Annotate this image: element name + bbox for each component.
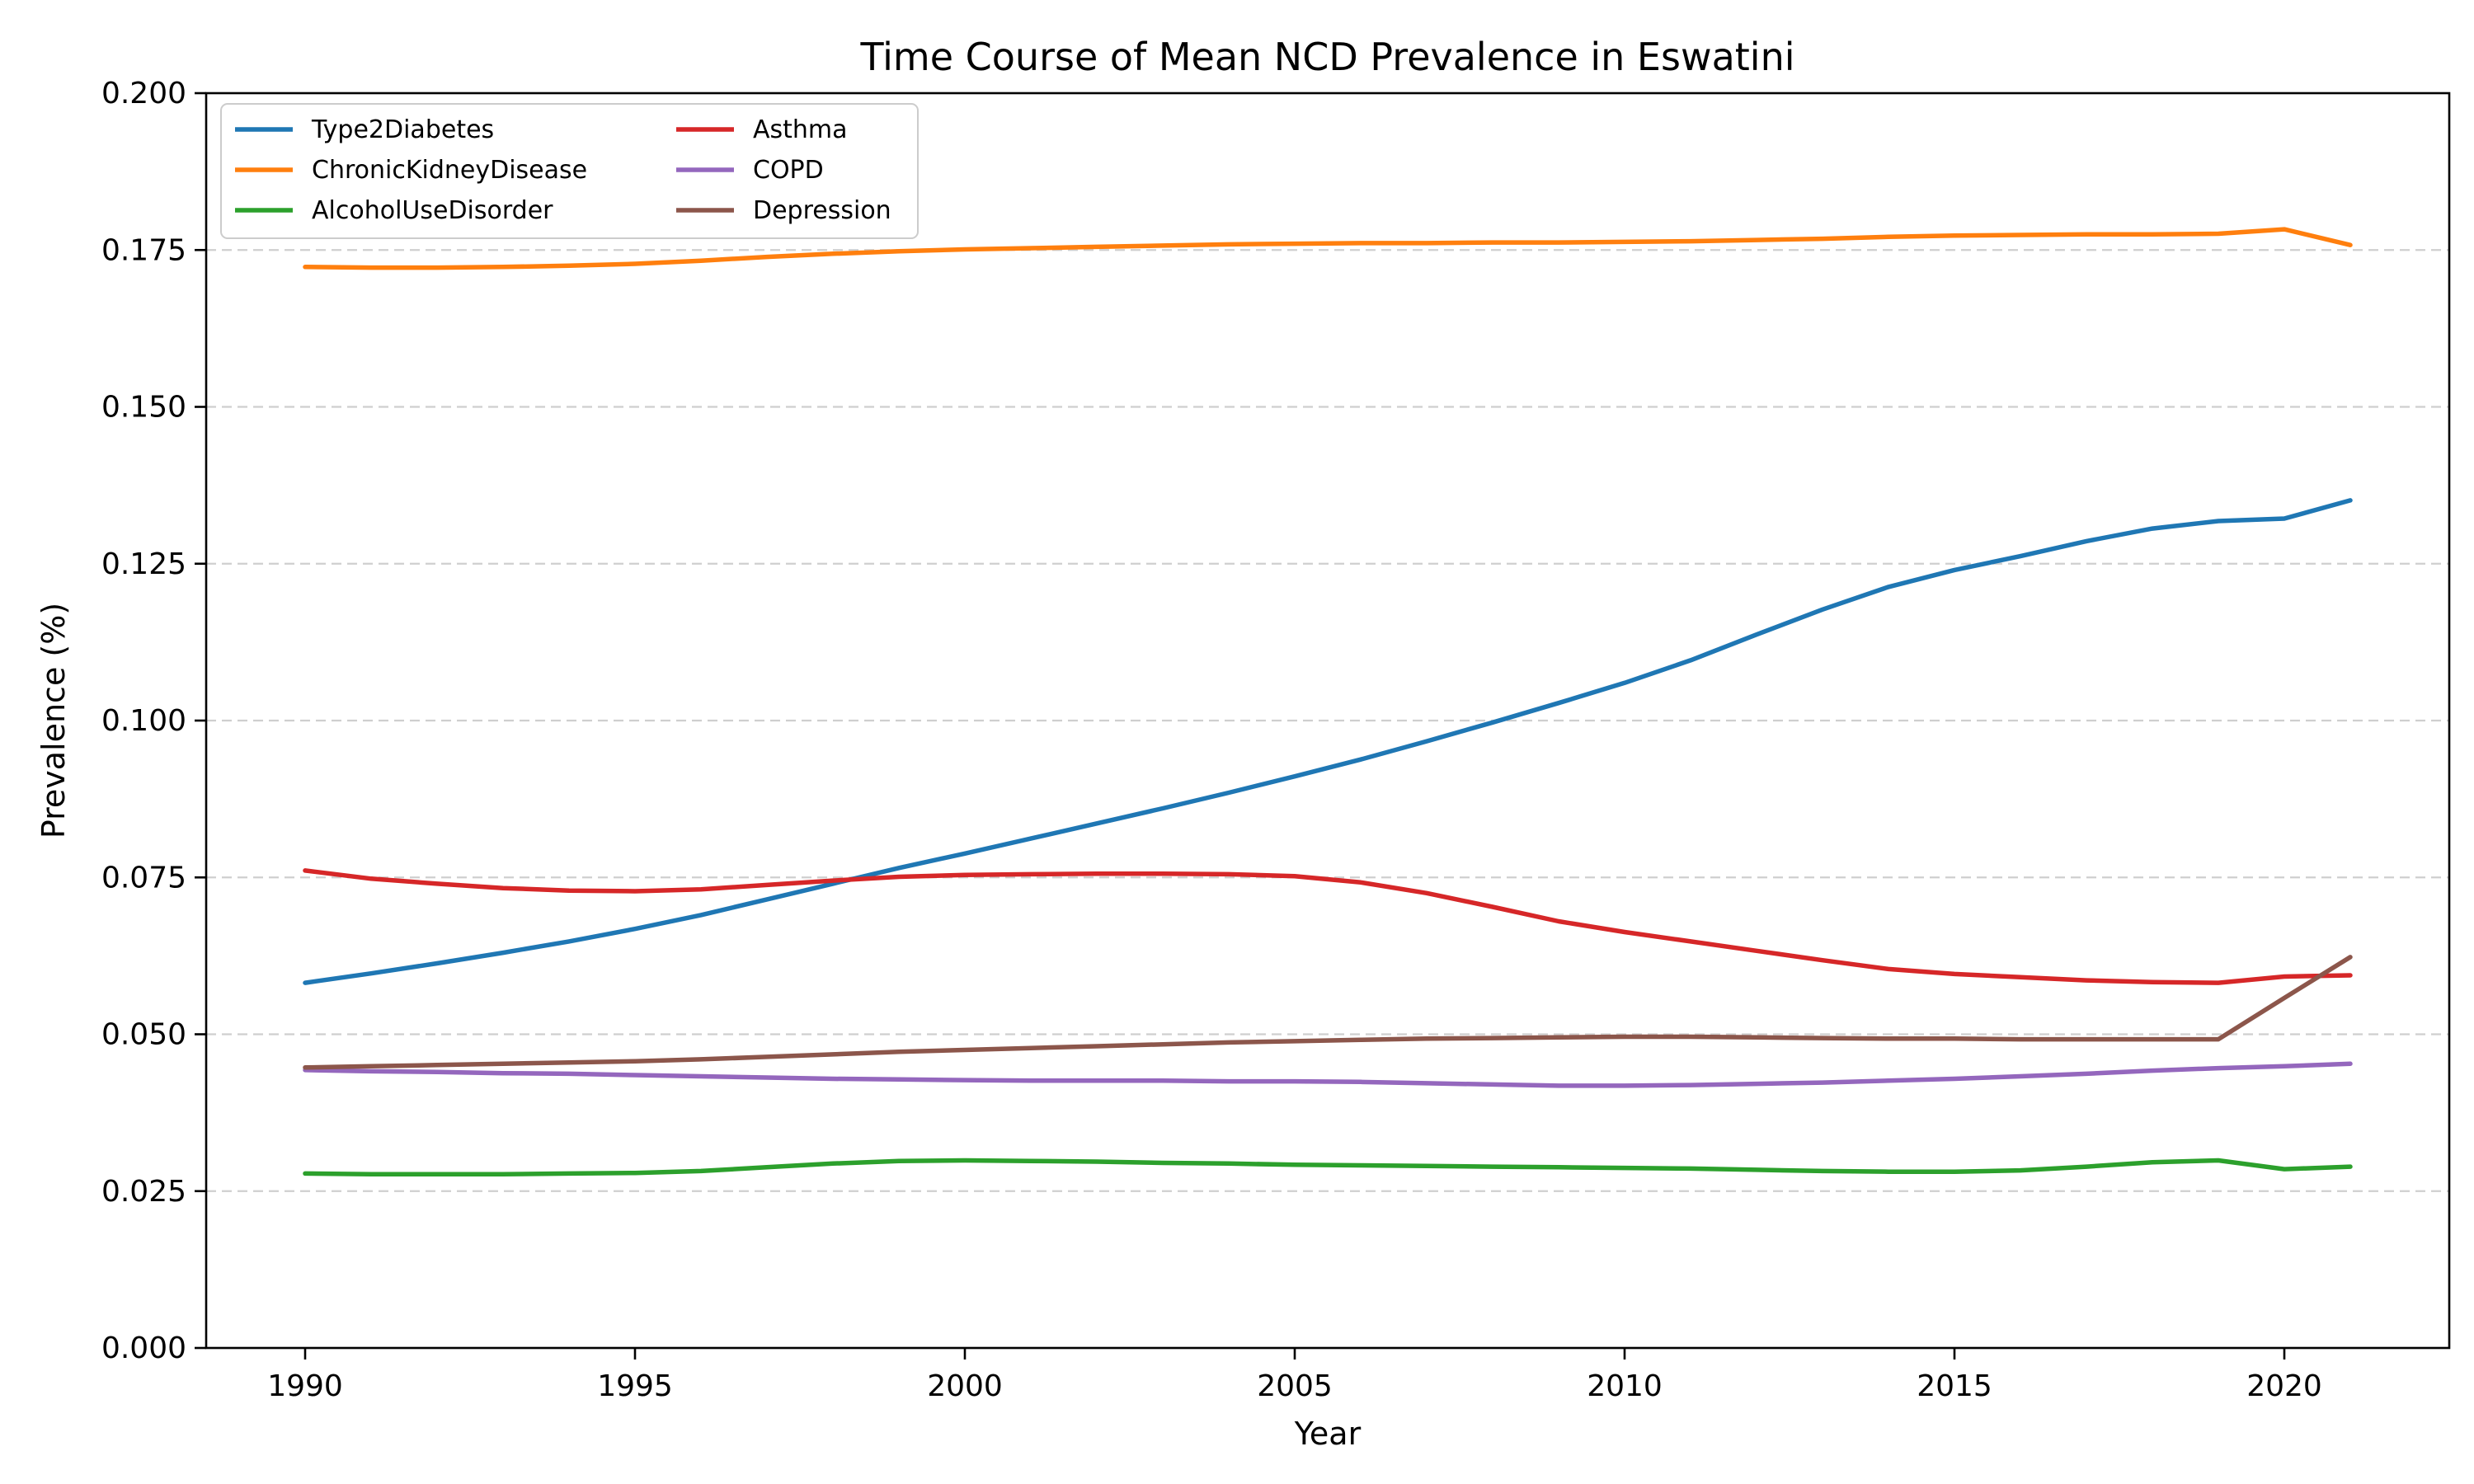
x-tick-label: 2000 xyxy=(927,1369,1003,1403)
legend-label: Depression xyxy=(753,196,891,225)
y-tick-label: 0.075 xyxy=(101,861,186,895)
y-axis-label: Prevalence (%) xyxy=(35,603,72,838)
y-tick-label: 0.175 xyxy=(101,233,186,267)
legend-item-depression: Depression xyxy=(676,196,891,225)
series-line-asthma xyxy=(303,868,2353,985)
y-tick-label: 0.025 xyxy=(101,1175,186,1209)
legend-label: Type2Diabetes xyxy=(311,115,494,144)
y-tick-label: 0.000 xyxy=(101,1331,186,1365)
legend-item-copd: COPD xyxy=(676,156,824,185)
y-tick-label: 0.150 xyxy=(101,391,186,425)
y-axis: 0.000 0.025 0.050 0.075 0.100 0.125 0.150 0.175… xyxy=(101,77,206,1365)
series-line-alcoholusedisorder xyxy=(303,1158,2353,1176)
x-axis-label: Year xyxy=(1294,1416,1362,1452)
legend-item-type2diabetes: Type2Diabetes xyxy=(235,115,494,144)
legend-label: ChronicKidneyDisease xyxy=(312,156,587,185)
x-tick-label: 1995 xyxy=(597,1369,673,1403)
series-line-chronickidneydisease xyxy=(303,227,2353,270)
series-line-copd xyxy=(303,1061,2353,1088)
legend: Type2Diabetes ChronicKidneyDisease Alcohol… xyxy=(220,103,919,239)
series-line-type2diabetes xyxy=(303,498,2353,985)
legend-label: Asthma xyxy=(753,115,848,144)
legend-label: COPD xyxy=(753,156,824,185)
x-tick-label: 2005 xyxy=(1257,1369,1333,1403)
legend-item-chronickidneydisease: ChronicKidneyDisease xyxy=(235,156,587,185)
x-axis: 1990 1995 2000 2005 2010 2015 2020 xyxy=(267,1348,2322,1403)
x-tick-label: 2020 xyxy=(2246,1369,2322,1403)
y-tick-label: 0.200 xyxy=(101,77,186,110)
legend-item-alcoholusedisorder: AlcoholUseDisorder xyxy=(235,196,553,225)
legend-box xyxy=(220,103,919,239)
legend-item-asthma: Asthma xyxy=(676,115,848,144)
series-layer xyxy=(303,227,2353,1176)
legend-label: AlcoholUseDisorder xyxy=(312,196,553,225)
x-tick-label: 1990 xyxy=(267,1369,343,1403)
y-tick-label: 0.100 xyxy=(101,704,186,738)
x-tick-label: 2010 xyxy=(1587,1369,1663,1403)
x-tick-label: 2015 xyxy=(1917,1369,1992,1403)
series-line-depression xyxy=(303,955,2353,1070)
chart-title: Time Course of Mean NCD Prevalence in Es… xyxy=(859,35,1794,79)
y-tick-label: 0.125 xyxy=(101,547,186,581)
y-tick-label: 0.050 xyxy=(101,1018,186,1052)
